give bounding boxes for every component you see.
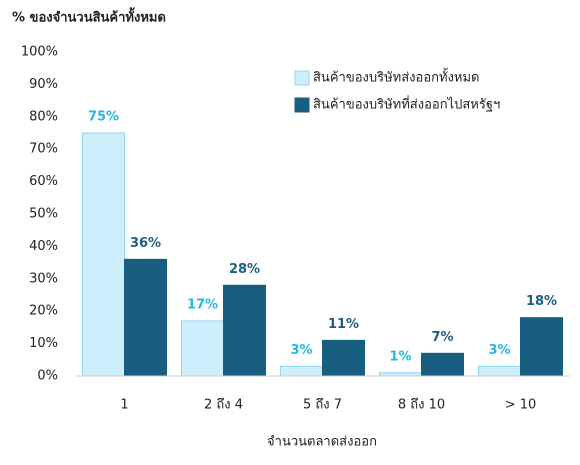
value-label: 11% [328,317,359,332]
value-label: 36% [130,236,161,251]
y-tick-label: 100% [21,45,58,60]
value-label: 1% [389,349,411,364]
y-tick-label: 50% [29,207,58,222]
value-label: 3% [488,343,510,358]
y-axis-title: % ของจำนวนสินค้าทั้งหมด [12,7,166,26]
bar [223,284,266,377]
value-label: 17% [187,297,218,312]
legend-swatch [294,70,310,86]
y-tick-label: 80% [29,109,58,124]
y-tick-label: 0% [37,369,58,384]
bar [82,132,125,377]
bar [181,320,224,377]
bar [421,352,464,377]
legend-label: สินค้าของบริษัทส่งออกทั้งหมด [313,68,480,86]
x-tick-label: 8 ถึง 10 [398,398,445,413]
value-label: 18% [526,294,557,309]
legend-swatch [294,97,310,113]
x-tick-label: 1 [120,398,128,413]
y-tick-label: 10% [29,336,58,351]
x-axis-title: จำนวนตลาดส่งออก [267,435,377,450]
y-tick-label: 60% [29,174,58,189]
bar [520,317,563,377]
value-label: 28% [229,262,260,277]
bar [322,339,365,377]
y-tick-label: 70% [29,142,58,157]
y-tick-label: 90% [29,77,58,92]
x-tick-label: > 10 [505,398,537,413]
legend-label: สินค้าของบริษัทที่ส่งออกไปสหรัฐฯ [313,96,500,113]
bar [124,258,167,377]
value-label: 75% [88,110,119,125]
y-tick-label: 30% [29,271,58,286]
value-label: 7% [431,330,453,345]
value-label: 3% [290,343,312,358]
x-tick-label: 2 ถึง 4 [204,398,243,413]
y-tick-label: 20% [29,304,58,319]
bar [478,365,521,377]
bar [280,365,323,377]
y-tick-label: 40% [29,239,58,254]
x-tick-label: 5 ถึง 7 [303,398,342,413]
